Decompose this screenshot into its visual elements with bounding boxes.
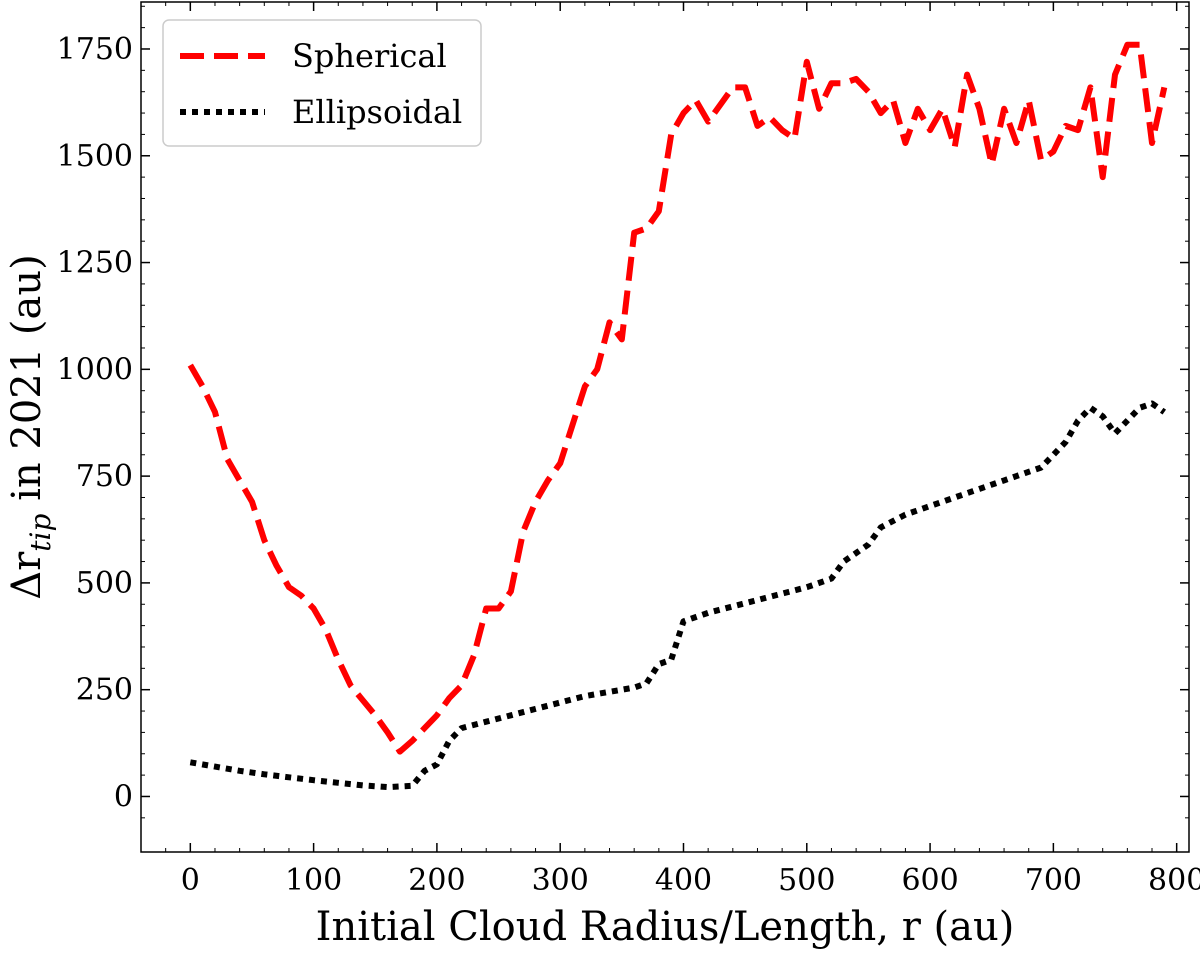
y-tick-label-1500: 1500 bbox=[57, 139, 133, 174]
x-tick-label-200: 200 bbox=[408, 863, 465, 898]
x-tick-label-700: 700 bbox=[1025, 863, 1082, 898]
y-axis-title-suffix: in 2021 (au) bbox=[4, 254, 50, 513]
y-axis-title-subscript: tip bbox=[24, 514, 57, 552]
y-tick-label-0: 0 bbox=[114, 779, 133, 814]
x-tick-label-100: 100 bbox=[285, 863, 342, 898]
y-tick-label-1750: 1750 bbox=[57, 32, 133, 67]
x-tick-label-400: 400 bbox=[655, 863, 712, 898]
series-layer bbox=[187, 41, 1168, 791]
y-axis-title-prefix: Δr bbox=[4, 551, 50, 600]
x-tick-label-800: 800 bbox=[1148, 863, 1200, 898]
x-tick-label-600: 600 bbox=[901, 863, 958, 898]
x-axis-title: Initial Cloud Radius/Length, r (au) bbox=[316, 904, 1015, 950]
x-tick-label-0: 0 bbox=[181, 863, 200, 898]
y-tick-label-250: 250 bbox=[76, 673, 133, 708]
legend-label-ellipsoidal: Ellipsoidal bbox=[292, 93, 462, 131]
y-tick-label-500: 500 bbox=[76, 566, 133, 601]
y-axis-title: Δrtip in 2021 (au) bbox=[4, 254, 57, 599]
y-tick-label-750: 750 bbox=[76, 459, 133, 494]
plot-frame bbox=[140, 1, 1190, 853]
series-line-spherical bbox=[187, 41, 1168, 755]
x-tick-label-300: 300 bbox=[532, 863, 589, 898]
y-tick-label-1000: 1000 bbox=[57, 352, 133, 387]
legend-label-spherical: Spherical bbox=[292, 37, 447, 75]
ticks-layer: 0 100 200 300 400 500 600 700 800 0 250 500 750 1000 1… bbox=[57, 2, 1200, 898]
x-tick-label-500: 500 bbox=[778, 863, 835, 898]
legend: Spherical Ellipsoidal bbox=[162, 19, 482, 147]
y-tick-label-1250: 1250 bbox=[57, 246, 133, 281]
